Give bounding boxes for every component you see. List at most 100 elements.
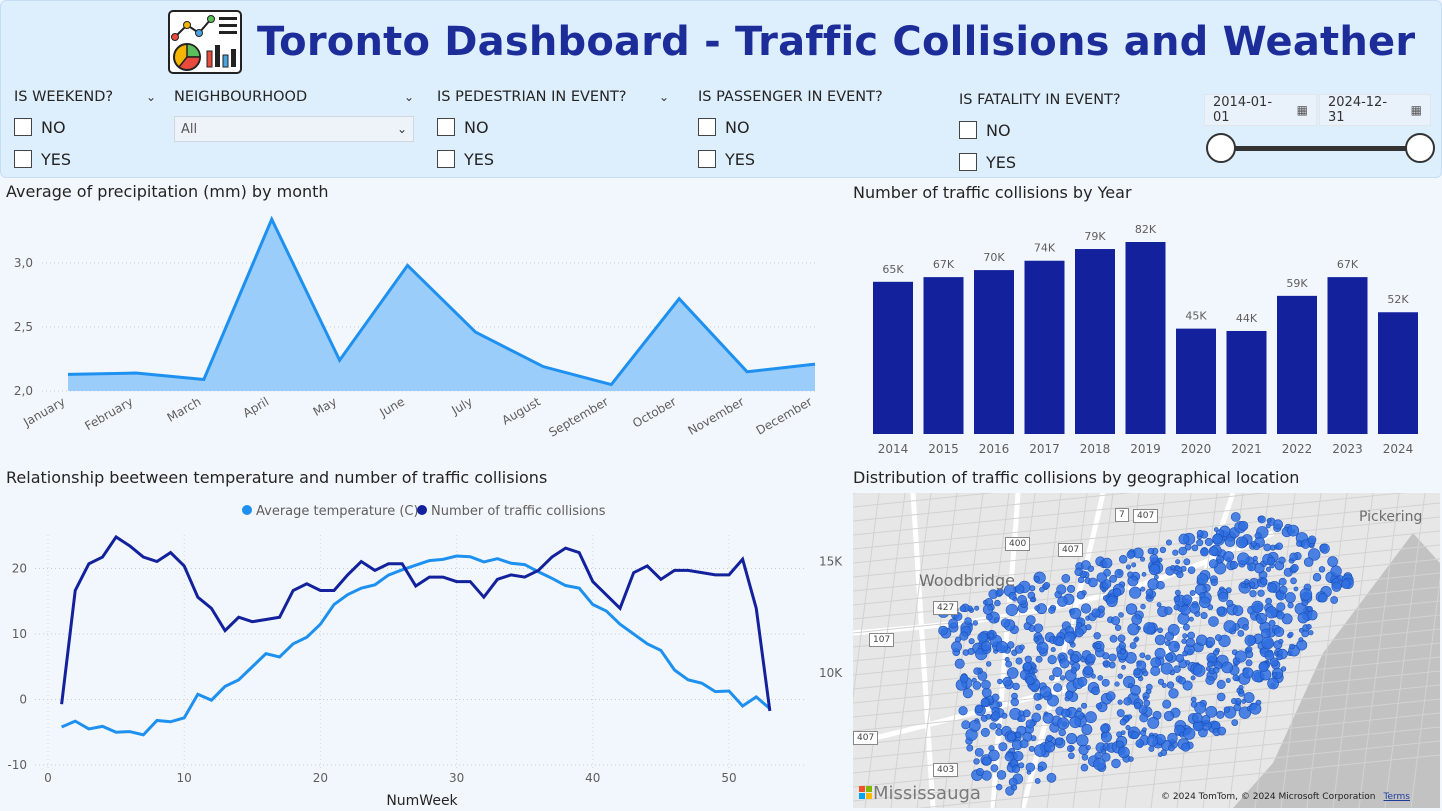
x-tick-label: 2016	[979, 442, 1010, 456]
date-range-end-handle[interactable]	[1405, 133, 1435, 163]
collision-point	[1114, 624, 1122, 631]
option-label: NO	[725, 117, 750, 137]
collision-point	[1217, 726, 1227, 736]
collision-point	[1229, 560, 1239, 570]
passenger-slicer-header[interactable]: IS PASSENGER IN EVENT?	[698, 86, 908, 108]
chevron-down-icon[interactable]: ⌄	[396, 122, 407, 136]
checkbox-icon[interactable]	[14, 118, 32, 136]
collision-point	[1085, 744, 1091, 751]
neighbourhood-slicer-label: NEIGHBOURHOOD	[174, 89, 308, 105]
checkbox-icon[interactable]	[437, 150, 455, 168]
date-range-start-handle[interactable]	[1206, 133, 1236, 163]
y-tick-label: 2,0	[14, 384, 33, 398]
collision-point	[1140, 586, 1146, 592]
highway-shield: 427	[933, 601, 959, 615]
collision-point	[980, 697, 990, 707]
neighbourhood-slicer-header[interactable]: NEIGHBOURHOOD ⌄	[174, 86, 414, 108]
checkbox-icon[interactable]	[698, 150, 716, 168]
pedestrian-slicer-header[interactable]: IS PEDESTRIAN IN EVENT? ⌄	[437, 86, 669, 108]
passenger-option-yes[interactable]: YES	[698, 143, 908, 175]
bar-data-label: 52K	[1387, 293, 1409, 306]
collision-point	[1245, 650, 1254, 659]
collision-point	[1069, 607, 1082, 620]
collision-point	[1185, 660, 1190, 665]
collision-point	[1058, 728, 1066, 737]
checkbox-icon[interactable]	[698, 118, 716, 136]
collision-point	[1081, 702, 1088, 709]
collision-point	[938, 625, 948, 636]
collision-point	[1012, 682, 1020, 691]
checkbox-icon[interactable]	[14, 150, 32, 168]
collision-point	[1162, 699, 1172, 709]
weekend-option-yes[interactable]: YES	[14, 143, 156, 175]
fatality-option-yes[interactable]: YES	[959, 146, 1159, 178]
weekend-option-no[interactable]: NO	[14, 111, 156, 143]
date-range-slider-track[interactable]	[1221, 146, 1421, 151]
chevron-down-icon[interactable]: ⌄	[658, 90, 669, 104]
calendar-icon[interactable]: ▦	[1296, 103, 1308, 117]
passenger-option-no[interactable]: NO	[698, 111, 908, 143]
chevron-down-icon[interactable]: ⌄	[145, 90, 156, 104]
collision-point	[1057, 596, 1068, 607]
collision-point	[1111, 616, 1121, 626]
weekend-slicer-header[interactable]: IS WEEKEND? ⌄	[14, 86, 156, 108]
option-label: YES	[986, 152, 1017, 172]
collision-point	[1182, 650, 1189, 657]
checkbox-icon[interactable]	[959, 121, 977, 139]
calendar-icon[interactable]: ▦	[1410, 103, 1422, 117]
neighbourhood-dropdown[interactable]: All ⌄	[174, 116, 414, 142]
collision-point	[1182, 594, 1193, 605]
collision-point	[994, 599, 1001, 607]
collision-point	[1132, 547, 1144, 559]
collision-point	[1170, 565, 1176, 571]
fatality-slicer-header[interactable]: IS FATALITY IN EVENT?	[959, 89, 1159, 111]
collision-point	[1178, 546, 1188, 556]
collision-point	[1165, 653, 1174, 662]
collision-point	[1088, 577, 1098, 588]
collision-point	[1173, 604, 1180, 611]
collision-point	[1025, 719, 1035, 729]
temperature-series-line	[61, 554, 771, 737]
collision-point	[976, 768, 984, 776]
collision-point	[1289, 643, 1295, 650]
end-date-input[interactable]: 2024-12-31 ▦	[1319, 94, 1431, 126]
pedestrian-option-yes[interactable]: YES	[437, 143, 669, 175]
y-right-tick-label: 15K	[819, 555, 843, 569]
collision-point	[1258, 661, 1269, 673]
pedestrian-slicer: IS PEDESTRIAN IN EVENT? ⌄ NO YES	[437, 86, 669, 175]
start-date-input[interactable]: 2014-01-01 ▦	[1204, 94, 1317, 126]
collision-point	[1146, 735, 1159, 747]
collision-point	[1028, 745, 1035, 752]
collision-point	[1005, 660, 1013, 668]
collision-point	[1260, 577, 1268, 585]
fatality-option-no[interactable]: NO	[959, 114, 1159, 146]
collision-point	[1234, 650, 1247, 663]
collision-map[interactable]: Woodbridge Pickering Mississauga 7 407 4…	[853, 493, 1440, 808]
collision-point	[1232, 605, 1244, 616]
lake-ontario-area	[1233, 533, 1440, 808]
collision-point	[995, 723, 1002, 730]
pedestrian-option-no[interactable]: NO	[437, 111, 669, 143]
collision-point	[1118, 746, 1130, 759]
checkbox-icon[interactable]	[959, 153, 977, 171]
microsoft-logo-icon	[859, 786, 873, 800]
collision-point	[1183, 623, 1190, 631]
street-line	[1358, 493, 1400, 808]
collision-point	[1290, 577, 1297, 585]
collision-point	[1142, 696, 1148, 701]
map-terms-link[interactable]: Terms	[1383, 792, 1410, 802]
collision-point	[988, 632, 995, 639]
option-label: YES	[41, 149, 72, 169]
collision-point	[1218, 591, 1229, 603]
collision-point	[1142, 727, 1147, 733]
collision-point	[1237, 552, 1250, 565]
collision-point	[1266, 518, 1272, 523]
chevron-down-icon[interactable]: ⌄	[403, 90, 414, 104]
collision-point	[1141, 571, 1147, 577]
collision-point	[1129, 586, 1142, 599]
collision-point	[1299, 588, 1313, 601]
checkbox-icon[interactable]	[437, 118, 455, 136]
collision-point	[985, 713, 992, 720]
collision-point	[1066, 733, 1078, 745]
collision-point	[1261, 628, 1271, 639]
